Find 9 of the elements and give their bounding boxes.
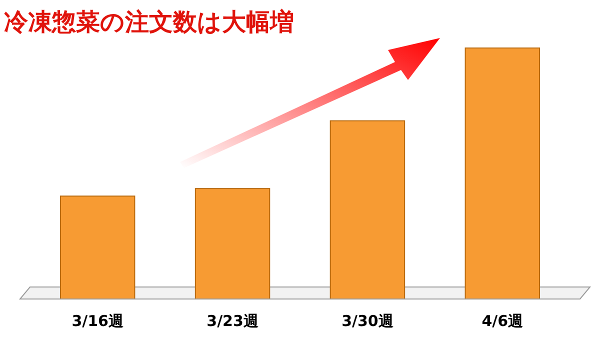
bar xyxy=(194,188,270,300)
bar xyxy=(464,48,540,300)
x-tick-label: 3/23週 xyxy=(206,312,260,330)
x-tick-label: 3/30週 xyxy=(342,312,394,330)
chart-title: 冷凍惣菜の注文数は大幅増 xyxy=(4,8,294,36)
x-tick-label: 4/6週 xyxy=(482,312,524,330)
x-tick-label: 3/16週 xyxy=(72,312,124,330)
bar xyxy=(330,120,406,300)
bar xyxy=(60,196,136,300)
